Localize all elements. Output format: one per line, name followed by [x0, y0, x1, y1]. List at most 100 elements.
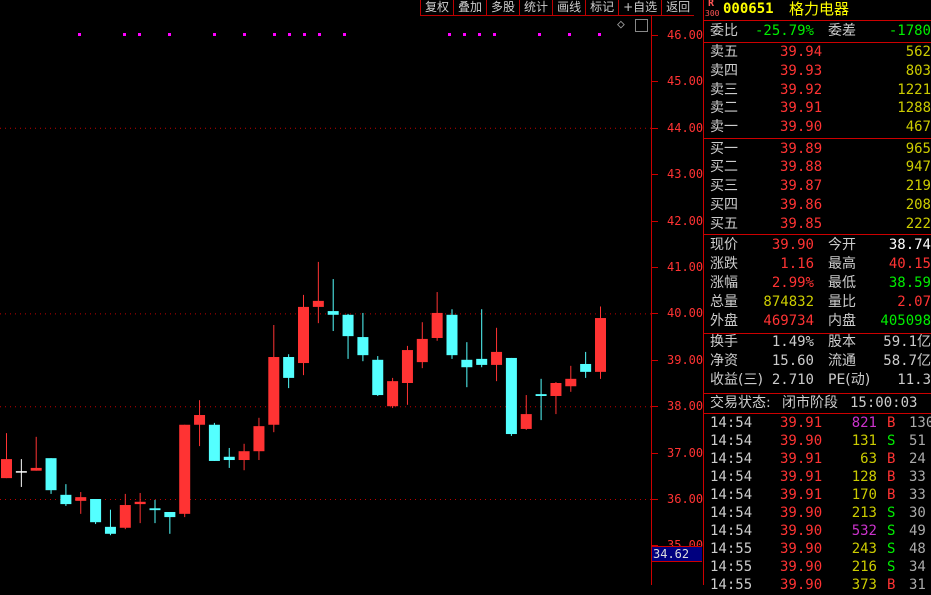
tick-count: 48 [909, 541, 926, 557]
candle-body [223, 456, 235, 461]
quote-value: 874832 [763, 294, 814, 310]
level-label: 卖一 [710, 119, 738, 136]
tick-price: 39.90 [780, 541, 823, 557]
trade-tick-row: 14:55 39.90 373 B 31 [704, 576, 931, 595]
buy-level-row[interactable]: 买四 39.86 208 [704, 196, 931, 215]
candle-body [312, 300, 324, 307]
price-tick-mark [652, 267, 658, 268]
price-tick-label: 37.00 [667, 445, 704, 460]
divider [704, 234, 931, 235]
candle-body [75, 497, 87, 501]
candle [461, 342, 473, 388]
candle-body [298, 306, 309, 364]
toolbar-button-3[interactable]: 统计 [519, 0, 552, 15]
quote-panel: R 300 000651 格力电器 委比 -25.79% 委差 -1780 卖五… [703, 0, 931, 593]
toolbar-button-0[interactable]: 复权 [420, 0, 453, 15]
candle-body [491, 351, 503, 365]
price-tick-label: 39.00 [667, 352, 704, 367]
tick-side: S [887, 523, 896, 539]
tick-time: 14:55 [710, 541, 753, 557]
toolbar-button-7[interactable]: 返回 [661, 0, 694, 15]
candle [520, 395, 532, 430]
sell-level-row[interactable]: 卖一 39.90 467 [704, 118, 931, 137]
tick-time: 14:54 [710, 505, 753, 521]
quote-row: 涨跌 1.16 最高 40.15 [704, 255, 931, 274]
toolbar-button-1[interactable]: 叠加 [453, 0, 486, 15]
candlestick-chart[interactable] [0, 0, 652, 585]
candle [342, 313, 354, 359]
tick-time: 14:54 [710, 451, 753, 467]
event-marker [168, 33, 171, 36]
tick-count: 34 [909, 559, 926, 575]
event-marker [318, 33, 321, 36]
tick-volume: 532 [851, 523, 877, 539]
tick-count: 49 [909, 523, 926, 539]
candle-body [15, 471, 27, 473]
toolbar-button-5[interactable]: 标记 [585, 0, 618, 15]
sell-level-row[interactable]: 卖二 39.91 1288 [704, 99, 931, 118]
quote-value: 2.710 [771, 372, 814, 388]
candle-body [342, 314, 354, 337]
sell-level-row[interactable]: 卖四 39.93 803 [704, 62, 931, 81]
toolbar-button-2[interactable]: 多股 [486, 0, 519, 15]
sell-level-row[interactable]: 卖三 39.92 1221 [704, 81, 931, 100]
buy-level-row[interactable]: 买一 39.89 965 [704, 140, 931, 159]
toolbar-button-4[interactable]: 画线 [552, 0, 585, 15]
candle-body [565, 378, 577, 387]
status-value: 闭市阶段 [782, 395, 838, 411]
candle-body [208, 424, 220, 461]
candle [179, 424, 191, 518]
tick-count: 33 [909, 487, 926, 503]
event-marker [213, 33, 216, 36]
level-label: 卖四 [710, 62, 738, 79]
tick-side: B [887, 577, 896, 593]
buy-level-row[interactable]: 买三 39.87 219 [704, 177, 931, 196]
candle [194, 400, 206, 447]
candle [30, 436, 42, 471]
candle [372, 356, 384, 396]
sell-level-row[interactable]: 卖五 39.94 562 [704, 43, 931, 62]
tick-volume: 216 [851, 559, 877, 575]
level-label: 卖三 [710, 81, 738, 98]
quote-value: 40.15 [888, 256, 931, 272]
buy-level-row[interactable]: 买二 39.88 947 [704, 158, 931, 177]
quote-label: 量比 [828, 294, 856, 310]
quote-row: 净资 15.60 流通 58.7亿 [704, 352, 931, 371]
trade-tick-row: 14:54 39.91 63 B 24 [704, 450, 931, 469]
level-volume: 467 [905, 119, 931, 136]
trade-tick-row: 14:54 39.90 532 S 49 [704, 522, 931, 541]
level-label: 买五 [710, 215, 738, 232]
candle-body [431, 312, 443, 338]
price-tick-label: 42.00 [667, 213, 704, 228]
candle [134, 492, 146, 524]
tick-side: S [887, 541, 896, 557]
event-marker [448, 33, 451, 36]
price-tick-mark [652, 452, 658, 454]
price-tick-mark [652, 499, 658, 500]
event-marker [478, 33, 481, 36]
weicha-label: 委差 [828, 23, 856, 39]
diamond-icon[interactable]: ◇ [617, 17, 625, 32]
price-tick-label: 45.00 [667, 74, 704, 89]
buy-level-row[interactable]: 买五 39.85 222 [704, 215, 931, 234]
candle-body [164, 511, 176, 518]
quote-value: 38.59 [888, 275, 931, 291]
tick-price: 39.90 [780, 559, 823, 575]
trade-tick-row: 14:54 39.91 128 B 33 [704, 468, 931, 487]
event-marker [463, 33, 466, 36]
price-tick-label: 36.00 [667, 492, 704, 506]
kline-chart-area[interactable]: 复权 叠加 多股 统计 画线 标记 +自选 返回 ◇ 46.00 45.00 44.00 43.00… [0, 0, 703, 585]
event-marker [493, 33, 496, 36]
toolbar-button-6[interactable]: +自选 [618, 0, 661, 15]
candle-body [372, 359, 384, 396]
level-volume: 1221 [897, 81, 931, 98]
candle-body [595, 318, 606, 372]
level-volume: 965 [905, 140, 931, 157]
quote-value: 38.74 [888, 237, 931, 253]
panel-toggle-icon[interactable] [635, 19, 648, 32]
candle-body [387, 381, 399, 407]
candle-body [149, 508, 161, 511]
quote-row: 外盘 469734 内盘 405098 [704, 312, 931, 331]
weibi-row: 委比 -25.79% 委差 -1780 [704, 22, 931, 41]
quote-row: 总量 874832 量比 2.07 [704, 293, 931, 312]
